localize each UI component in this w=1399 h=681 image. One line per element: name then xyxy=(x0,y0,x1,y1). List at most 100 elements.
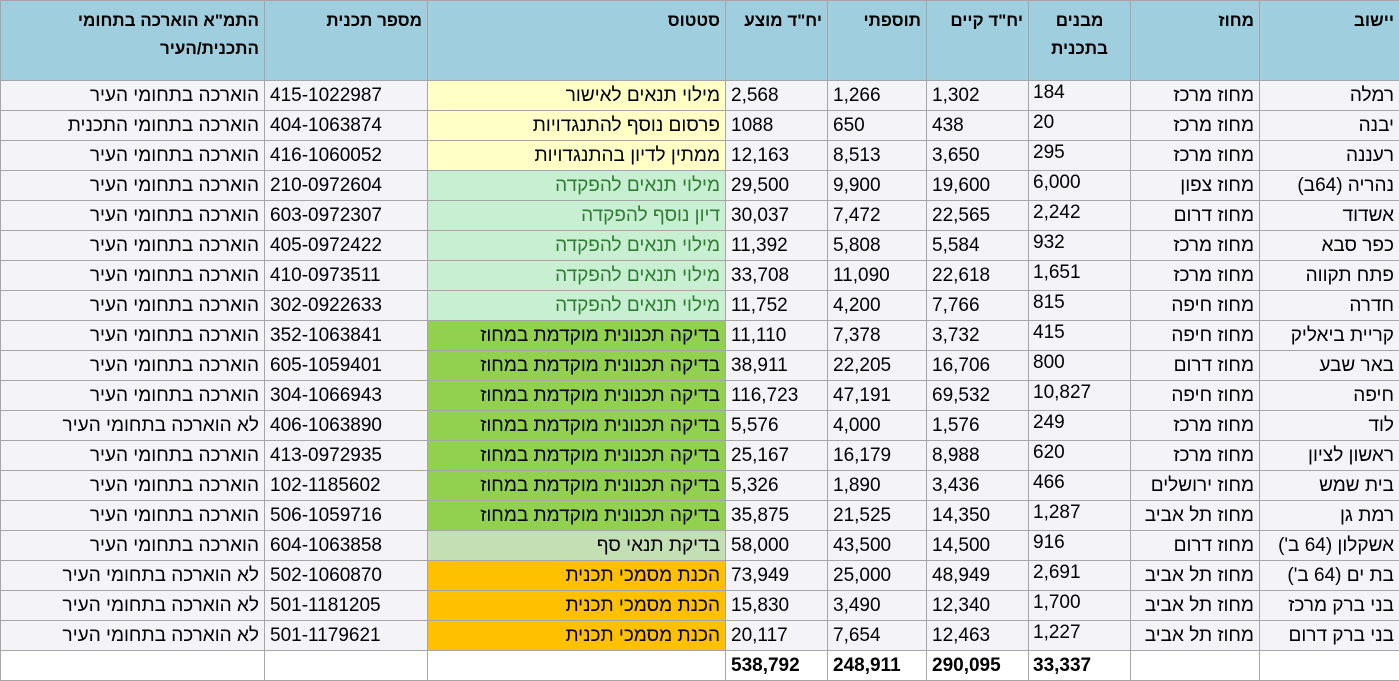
cell-proposed-units: 116,723 xyxy=(725,380,828,411)
cell-buildings: 800 xyxy=(1028,350,1131,381)
cell-plan-number: 302-0922633 xyxy=(264,290,428,321)
cell-plan-number: 405-0972422 xyxy=(264,230,428,261)
cell-additional-units: 650 xyxy=(827,110,927,141)
cell-status: הכנת מסמכי תכנית xyxy=(427,620,726,651)
cell-locality: ראשון לציון xyxy=(1259,440,1399,471)
cell-status: בדיקה תכנונית מוקדמת במחוז xyxy=(427,410,726,441)
totals-empty xyxy=(1130,650,1260,681)
totals-empty xyxy=(427,650,726,681)
cell-locality: אשקלון (64 ב') xyxy=(1259,530,1399,561)
total-existing-units: 290,095 xyxy=(926,650,1029,681)
cell-status: בדיקה תכנונית מוקדמת במחוז xyxy=(427,350,726,381)
cell-status: מילוי תנאים להפקדה xyxy=(427,260,726,291)
total-additional-units: 248,911 xyxy=(827,650,927,681)
cell-plan-number: 413-0972935 xyxy=(264,440,428,471)
cell-proposed-units: 5,326 xyxy=(725,470,828,501)
cell-district: מחוז תל אביב xyxy=(1130,500,1260,531)
cell-plan-number: 501-1181205 xyxy=(264,590,428,621)
cell-plan-number: 415-1022987 xyxy=(264,80,428,111)
cell-proposed-units: 20,117 xyxy=(725,620,828,651)
cell-scope: הוארכה בתחומי העיר xyxy=(0,260,265,291)
cell-buildings: 620 xyxy=(1028,440,1131,471)
table-row: נהריה (64ב) מחוז צפון 6,000 19,600 9,900 29,5… xyxy=(0,170,1399,201)
table-row: יבנה מחוז מרכז 20 438 650 1088 פרסום נוסף להתנ… xyxy=(0,110,1399,141)
cell-buildings: 295 xyxy=(1028,140,1131,171)
cell-plan-number: 502-1060870 xyxy=(264,560,428,591)
cell-district: מחוז מרכז xyxy=(1130,440,1260,471)
cell-scope: הוארכה בתחומי העיר xyxy=(0,80,265,111)
cell-proposed-units: 11,752 xyxy=(725,290,828,321)
cell-scope: לא הוארכה בתחומי העיר xyxy=(0,620,265,651)
cell-locality: באר שבע xyxy=(1259,350,1399,381)
cell-plan-number: 605-1059401 xyxy=(264,350,428,381)
cell-status: דיון נוסף להפקדה xyxy=(427,200,726,231)
cell-buildings: 184 xyxy=(1028,80,1131,111)
table-row: חיפה מחוז חיפה 10,827 69,532 47,191 116,723 בד… xyxy=(0,380,1399,411)
cell-district: מחוז מרכז xyxy=(1130,140,1260,171)
cell-proposed-units: 2,568 xyxy=(725,80,828,111)
table-row: בית שמש מחוז ירושלים 466 3,436 1,890 5,326 בדי… xyxy=(0,470,1399,501)
cell-district: מחוז חיפה xyxy=(1130,320,1260,351)
cell-buildings: 916 xyxy=(1028,530,1131,561)
cell-buildings: 1,651 xyxy=(1028,260,1131,291)
cell-status: מילוי תנאים להפקדה xyxy=(427,170,726,201)
cell-buildings: 466 xyxy=(1028,470,1131,501)
cell-status: הכנת מסמכי תכנית xyxy=(427,590,726,621)
cell-status: מילוי תנאים להפקדה xyxy=(427,290,726,321)
cell-district: מחוז צפון xyxy=(1130,170,1260,201)
cell-plan-number: 404-1063874 xyxy=(264,110,428,141)
cell-district: מחוז דרום xyxy=(1130,200,1260,231)
cell-buildings: 932 xyxy=(1028,230,1131,261)
cell-existing-units: 5,584 xyxy=(926,230,1029,261)
header-proposed-units: יח"ד מוצע xyxy=(725,0,828,81)
header-existing-units: יח"ד קיים xyxy=(926,0,1029,81)
cell-scope: הוארכה בתחומי העיר xyxy=(0,290,265,321)
cell-buildings: 20 xyxy=(1028,110,1131,141)
cell-proposed-units: 12,163 xyxy=(725,140,828,171)
cell-status: בדיקה תכנונית מוקדמת במחוז xyxy=(427,380,726,411)
cell-locality: בת ים (64 ב') xyxy=(1259,560,1399,591)
cell-proposed-units: 38,911 xyxy=(725,350,828,381)
cell-locality: לוד xyxy=(1259,410,1399,441)
cell-existing-units: 8,988 xyxy=(926,440,1029,471)
header-row: יישוב מחוז מבנים בתכנית יח"ד קיים תוספתי… xyxy=(0,0,1399,81)
cell-additional-units: 5,808 xyxy=(827,230,927,261)
cell-buildings: 2,242 xyxy=(1028,200,1131,231)
table-row: באר שבע מחוז דרום 800 16,706 22,205 38,911 בדי… xyxy=(0,350,1399,381)
cell-locality: חדרה xyxy=(1259,290,1399,321)
cell-additional-units: 25,000 xyxy=(827,560,927,591)
cell-existing-units: 3,650 xyxy=(926,140,1029,171)
cell-additional-units: 11,090 xyxy=(827,260,927,291)
cell-proposed-units: 11,110 xyxy=(725,320,828,351)
totals-empty xyxy=(0,650,265,681)
cell-status: בדיקה תכנונית מוקדמת במחוז xyxy=(427,440,726,471)
cell-district: מחוז תל אביב xyxy=(1130,560,1260,591)
cell-existing-units: 48,949 xyxy=(926,560,1029,591)
table-row: רמת גן מחוז תל אביב 1,287 14,350 21,525 35,87… xyxy=(0,500,1399,531)
cell-locality: קריית ביאליק xyxy=(1259,320,1399,351)
cell-scope: הוארכה בתחומי העיר xyxy=(0,230,265,261)
cell-additional-units: 47,191 xyxy=(827,380,927,411)
cell-existing-units: 16,706 xyxy=(926,350,1029,381)
cell-additional-units: 8,513 xyxy=(827,140,927,171)
header-scope: התמ"א הוארכה בתחומי התכנית/העיר xyxy=(0,0,265,81)
cell-additional-units: 16,179 xyxy=(827,440,927,471)
cell-buildings: 10,827 xyxy=(1028,380,1131,411)
cell-plan-number: 603-0972307 xyxy=(264,200,428,231)
cell-additional-units: 4,000 xyxy=(827,410,927,441)
cell-scope: הוארכה בתחומי העיר xyxy=(0,440,265,471)
cell-plan-number: 416-1060052 xyxy=(264,140,428,171)
cell-status: הכנת מסמכי תכנית xyxy=(427,560,726,591)
cell-buildings: 1,227 xyxy=(1028,620,1131,651)
cell-additional-units: 7,472 xyxy=(827,200,927,231)
cell-locality: נהריה (64ב) xyxy=(1259,170,1399,201)
cell-additional-units: 43,500 xyxy=(827,530,927,561)
table-row: אשדוד מחוז דרום 2,242 22,565 7,472 30,037 דיון… xyxy=(0,200,1399,231)
table-row: פתח תקווה מחוז מרכז 1,651 22,618 11,090 33,70… xyxy=(0,260,1399,291)
cell-existing-units: 19,600 xyxy=(926,170,1029,201)
cell-locality: אשדוד xyxy=(1259,200,1399,231)
cell-locality: בית שמש xyxy=(1259,470,1399,501)
cell-proposed-units: 11,392 xyxy=(725,230,828,261)
cell-scope: הוארכה בתחומי התכנית xyxy=(0,110,265,141)
